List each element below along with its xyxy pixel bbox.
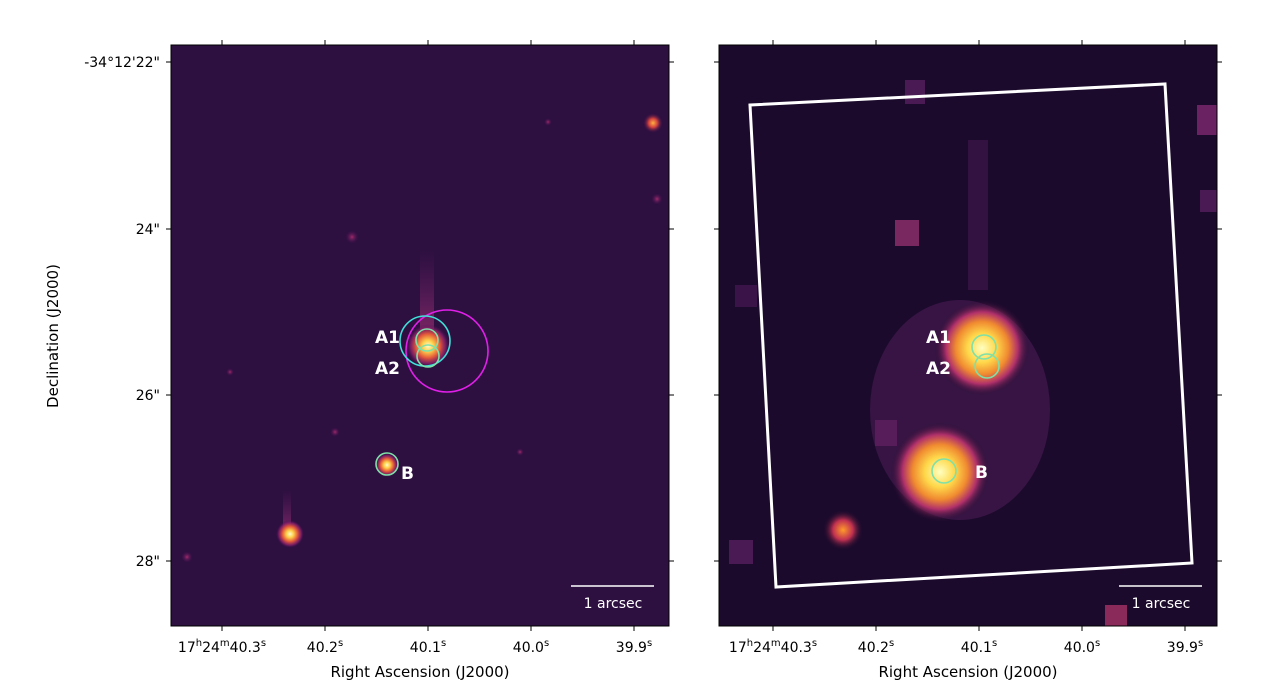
pixel-feature — [729, 540, 753, 564]
y-tick-label: 28" — [136, 554, 160, 570]
x-tick-label: 40.2s — [307, 638, 343, 656]
pixel-feature — [905, 80, 925, 104]
pixel-feature — [735, 285, 757, 307]
magenta-circle — [405, 309, 489, 393]
star — [516, 448, 524, 456]
x-tick-label: 40.0s — [513, 638, 549, 656]
pixel-feature — [1105, 605, 1127, 626]
right-frame — [718, 44, 1218, 627]
a2-circle — [974, 353, 1000, 379]
a1-circle — [415, 328, 439, 352]
pixel-feature — [1197, 105, 1217, 135]
source-b-glow — [375, 453, 399, 477]
star — [651, 193, 663, 205]
y-tick-label: -34°12'22" — [84, 55, 160, 71]
star-bright — [823, 510, 863, 550]
star — [345, 230, 359, 244]
right-y-ticks — [714, 61, 1222, 562]
left-frame — [170, 44, 670, 627]
left-x-ticks — [221, 40, 635, 631]
right-x-ticks — [772, 40, 1186, 631]
label-b: B — [401, 464, 414, 484]
left-panel: A1 A2 B 1 arcsec — [166, 40, 674, 631]
star-bright — [276, 520, 304, 548]
x-tick-label: 40.1s — [410, 638, 446, 656]
source-a-glow — [406, 324, 450, 368]
x-tick-label: 40.2s — [858, 638, 894, 656]
b-circle — [375, 452, 399, 476]
streak — [420, 250, 434, 330]
right-image — [729, 80, 1217, 626]
right-panel: A1 A2 B 1 arcsec — [714, 40, 1222, 631]
vertical-streak — [968, 140, 988, 290]
b-circle — [931, 458, 957, 484]
label-b: B — [975, 463, 988, 483]
source-b-glow — [890, 422, 990, 522]
label-a2: A2 — [926, 359, 951, 379]
left-y-ticks — [166, 61, 674, 562]
star — [643, 113, 663, 133]
scale-bar-label: 1 arcsec — [1132, 596, 1191, 612]
x-tick-label: 39.9s — [1167, 638, 1203, 656]
label-a1: A1 — [926, 328, 951, 348]
x-tick-label-first: 17h24m40.3s — [178, 638, 266, 656]
star — [544, 118, 552, 126]
streak — [283, 490, 291, 530]
star — [181, 551, 193, 563]
star — [226, 368, 234, 376]
pixel-feature — [895, 220, 919, 246]
a1-circle — [971, 334, 997, 360]
scale-bar-label: 1 arcsec — [584, 596, 643, 612]
source-a-glow — [934, 300, 1030, 396]
aperture-outline — [748, 82, 1194, 589]
x-tick-label: 40.1s — [961, 638, 997, 656]
x-tick-label: 40.0s — [1064, 638, 1100, 656]
a2-circle — [416, 344, 440, 368]
star — [330, 427, 340, 437]
y-tick-label: 26" — [136, 388, 160, 404]
pixel-feature — [1200, 190, 1217, 212]
x-tick-label-first: 17h24m40.3s — [729, 638, 817, 656]
x-axis-label-left: Right Ascension (J2000) — [330, 663, 509, 681]
x-tick-label: 39.9s — [616, 638, 652, 656]
y-axis-label: Declination (J2000) — [44, 264, 62, 408]
left-image — [181, 113, 663, 563]
label-a2: A2 — [375, 359, 400, 379]
y-tick-label: 24" — [136, 222, 160, 238]
x-axis-label-right: Right Ascension (J2000) — [878, 663, 1057, 681]
label-a1: A1 — [375, 328, 400, 348]
